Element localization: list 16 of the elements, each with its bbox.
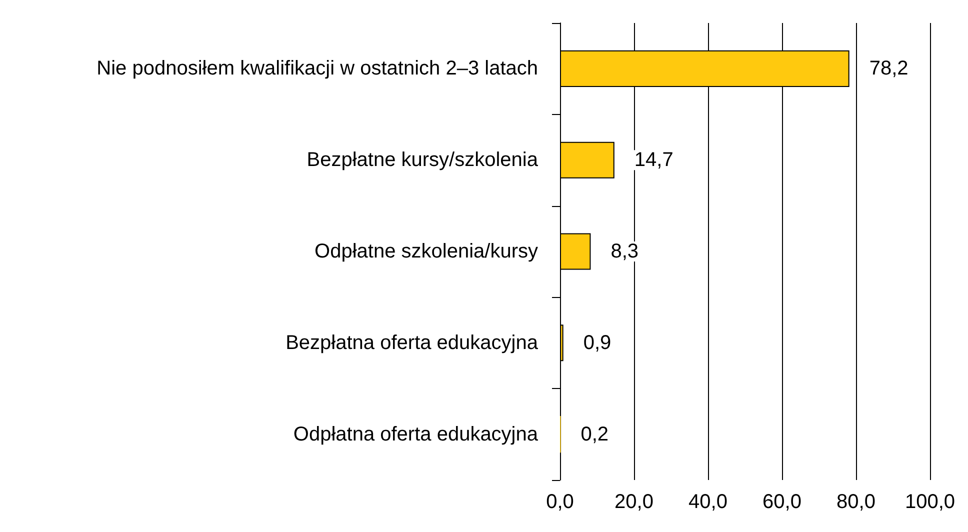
data-label: 0,2	[580, 423, 609, 446]
y-tick-label: Nie podnosiłem kwalifikacji w ostatnich 2–3 latach	[96, 58, 538, 80]
y-tick-label: Odpłatne szkolenia/kursy	[314, 240, 538, 262]
data-label: 78,2	[869, 58, 908, 80]
y-tick-label: Bezpłatne kursy/szkolenia	[306, 149, 539, 172]
x-tick-label: 20,0	[614, 491, 654, 513]
x-tick-label: 0,0	[546, 491, 574, 513]
y-tick-label: Bezpłatna oferta edukacyjna	[286, 332, 539, 354]
x-tick-label: 80,0	[836, 491, 876, 513]
x-tick-label: 60,0	[762, 491, 802, 513]
x-tick-label: 40,0	[688, 491, 728, 513]
data-label: 8,3	[610, 240, 639, 262]
data-label: 0,9	[583, 332, 612, 354]
x-tick-label: 100,0	[904, 491, 956, 513]
y-tick-label: Odpłatna oferta edukacyjna	[293, 423, 539, 446]
data-label: 14,7	[634, 149, 674, 172]
